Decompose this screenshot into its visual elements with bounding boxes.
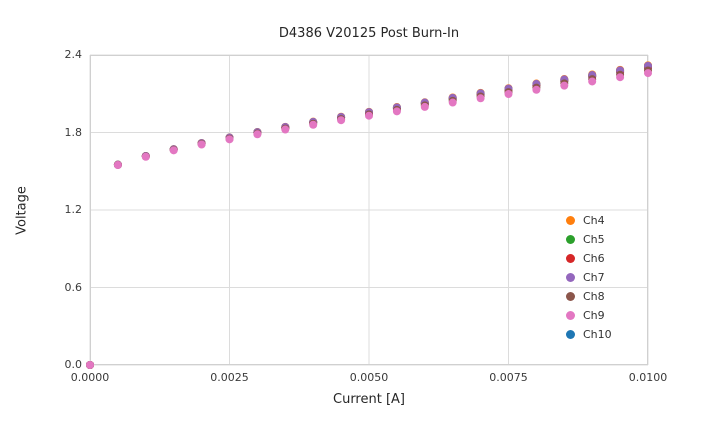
legend-marker-icon — [566, 292, 575, 301]
x-tick-label: 0.0075 — [489, 371, 528, 384]
data-point-ch9 — [616, 73, 625, 82]
data-point-ch9 — [420, 102, 429, 111]
legend-marker-icon — [566, 235, 575, 244]
x-tick-label: 0.0050 — [349, 371, 389, 384]
data-point-ch9 — [309, 120, 318, 129]
data-point-ch9 — [113, 161, 122, 170]
chart-title: D4386 V20125 Post Burn-In — [278, 26, 460, 41]
legend-item-ch8: Ch8 — [566, 287, 612, 306]
x-tick-label: 0.0100 — [628, 371, 668, 384]
y-tick-label: 2.4 — [64, 48, 83, 61]
y-tick-label: 1.2 — [64, 203, 83, 216]
data-point-ch9 — [365, 111, 373, 120]
x-tick-label: 0.0000 — [70, 371, 110, 384]
data-point-ch9 — [225, 135, 234, 144]
plot-area — [86, 54, 652, 369]
data-point-ch9 — [281, 125, 290, 134]
data-point-ch9 — [588, 77, 597, 86]
y-tick-label: 0.0 — [64, 358, 83, 371]
data-point-ch9 — [392, 107, 401, 116]
legend-marker-icon — [566, 330, 575, 339]
legend-label: Ch7 — [583, 271, 605, 284]
legend-item-ch9: Ch9 — [566, 306, 612, 325]
legend-item-ch7: Ch7 — [566, 268, 612, 287]
legend-marker-icon — [566, 273, 575, 282]
y-tick-label: 0.6 — [64, 280, 83, 294]
data-point-ch9 — [560, 81, 569, 90]
x-tick-label: 0.0025 — [210, 371, 249, 384]
legend-item-ch6: Ch6 — [566, 249, 612, 268]
legend-label: Ch8 — [583, 290, 605, 303]
data-point-ch9 — [141, 152, 150, 161]
y-axis-label: Voltage — [14, 186, 30, 235]
legend-label: Ch9 — [583, 309, 605, 322]
legend-label: Ch10 — [583, 328, 612, 341]
data-point-ch9 — [448, 98, 457, 107]
legend-marker-icon — [566, 254, 575, 263]
legend-marker-icon — [566, 311, 575, 320]
legend: Ch4 Ch5 Ch6 Ch7 Ch8 Ch9 Ch10 — [566, 211, 612, 344]
legend-item-ch4: Ch4 — [566, 211, 612, 230]
data-point-ch9 — [644, 69, 652, 78]
y-tick-label: 1.8 — [64, 125, 83, 139]
legend-label: Ch6 — [583, 252, 605, 265]
data-point-ch9 — [532, 85, 541, 94]
data-point-ch9 — [504, 90, 513, 99]
data-point-ch9 — [476, 94, 485, 103]
legend-item-ch10: Ch10 — [566, 325, 612, 344]
data-point-ch9 — [337, 116, 346, 125]
legend-label: Ch5 — [583, 233, 605, 246]
data-point-ch9 — [253, 130, 262, 139]
data-point-ch9 — [197, 140, 206, 149]
data-point-ch9 — [86, 361, 94, 369]
x-axis-label: Current [A] — [333, 392, 405, 407]
data-point-ch9 — [169, 146, 178, 155]
plot-border — [90, 55, 648, 365]
legend-label: Ch4 — [583, 214, 605, 227]
legend-marker-icon — [566, 216, 575, 225]
legend-item-ch5: Ch5 — [566, 230, 612, 249]
